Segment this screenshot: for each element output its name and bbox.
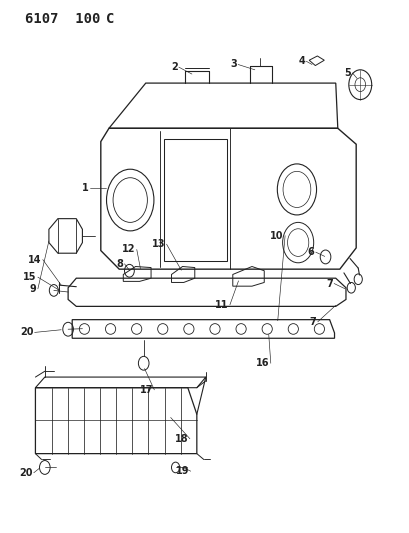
Text: 12: 12 (122, 245, 135, 254)
Text: 20: 20 (19, 468, 32, 478)
Text: 1: 1 (82, 183, 88, 193)
Text: C: C (106, 12, 114, 27)
Text: 2: 2 (171, 62, 177, 72)
Text: 10: 10 (270, 231, 283, 241)
Text: 5: 5 (344, 68, 351, 78)
Text: 19: 19 (175, 466, 189, 476)
Text: 14: 14 (28, 255, 41, 264)
Text: 9: 9 (30, 284, 36, 294)
Text: 15: 15 (23, 272, 36, 282)
Text: 6107  100: 6107 100 (25, 12, 100, 27)
Text: 8: 8 (116, 259, 123, 269)
Text: 18: 18 (175, 434, 188, 444)
Text: 7: 7 (325, 279, 332, 288)
Text: 4: 4 (298, 56, 304, 66)
Text: 17: 17 (139, 385, 153, 395)
Text: 16: 16 (256, 358, 269, 368)
Text: 13: 13 (151, 239, 165, 249)
Text: 7: 7 (309, 317, 316, 327)
Text: 6: 6 (307, 247, 314, 257)
Text: 3: 3 (229, 60, 236, 69)
Text: 20: 20 (20, 327, 33, 337)
Text: 11: 11 (215, 300, 228, 310)
